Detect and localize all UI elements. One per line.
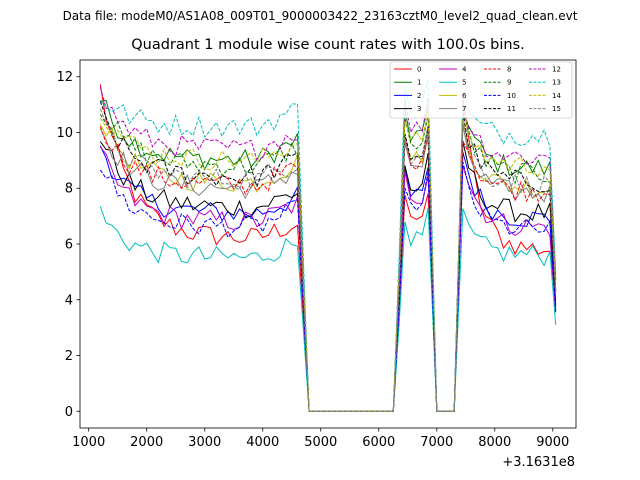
legend-label-11: 11 xyxy=(507,105,516,113)
series-line-12 xyxy=(99,86,557,412)
series-line-3 xyxy=(99,140,557,412)
x-tick-label-9000: 9000 xyxy=(536,435,569,450)
x-tick-label-7000: 7000 xyxy=(420,435,453,450)
legend-label-3: 3 xyxy=(417,105,421,113)
series-line-11 xyxy=(99,101,557,412)
legend-box xyxy=(389,61,573,119)
legend-label-10: 10 xyxy=(507,92,516,100)
figure-suptitle: Data file: modeM0/AS1A08_009T01_90000034… xyxy=(63,9,578,23)
plot-area xyxy=(99,79,557,412)
x-tick-label-3000: 3000 xyxy=(188,435,221,450)
legend-label-15: 15 xyxy=(552,105,561,113)
series-line-14 xyxy=(99,105,557,412)
legend-label-6: 6 xyxy=(462,92,467,100)
x-tick-label-8000: 8000 xyxy=(478,435,511,450)
series-line-1 xyxy=(100,99,557,412)
x-tick-label-5000: 5000 xyxy=(304,435,337,450)
series-line-4 xyxy=(99,146,557,412)
series-line-10 xyxy=(99,161,557,412)
y-tick-label-12: 12 xyxy=(56,70,73,85)
series-line-13 xyxy=(99,79,557,412)
legend-label-13: 13 xyxy=(552,79,561,87)
x-axis-offset-label: +3.1631e8 xyxy=(502,455,575,470)
legend-label-14: 14 xyxy=(552,92,561,100)
series-line-7 xyxy=(99,125,557,412)
y-tick-label-0: 0 xyxy=(65,405,73,420)
x-tick-label-2000: 2000 xyxy=(130,435,163,450)
series-line-5 xyxy=(99,206,557,412)
legend-label-9: 9 xyxy=(507,79,511,87)
series-line-2 xyxy=(99,145,557,412)
legend-label-2: 2 xyxy=(417,92,421,100)
legend-label-7: 7 xyxy=(462,105,466,113)
y-tick-label-6: 6 xyxy=(65,238,73,253)
y-tick-label-4: 4 xyxy=(65,293,73,308)
legend-label-4: 4 xyxy=(462,66,467,74)
x-tick-label-6000: 6000 xyxy=(362,435,395,450)
axes: 1000 2000 3000 4000 5000 6000 7000 8000 9000 0 2 4 6… xyxy=(56,59,577,450)
legend-label-0: 0 xyxy=(417,66,421,74)
series-line-15 xyxy=(99,108,557,412)
y-tick-label-2: 2 xyxy=(65,349,73,364)
x-tick-label-1000: 1000 xyxy=(72,435,105,450)
y-tick-label-8: 8 xyxy=(65,182,73,197)
y-tick-label-10: 10 xyxy=(56,126,73,141)
x-tick-label-4000: 4000 xyxy=(246,435,279,450)
legend-label-1: 1 xyxy=(417,79,421,87)
legend-label-12: 12 xyxy=(552,66,561,74)
chart-title: Quadrant 1 module wise count rates with … xyxy=(131,37,525,53)
series-line-0 xyxy=(99,84,557,412)
legend-label-8: 8 xyxy=(507,66,511,74)
legend-label-5: 5 xyxy=(462,79,466,87)
